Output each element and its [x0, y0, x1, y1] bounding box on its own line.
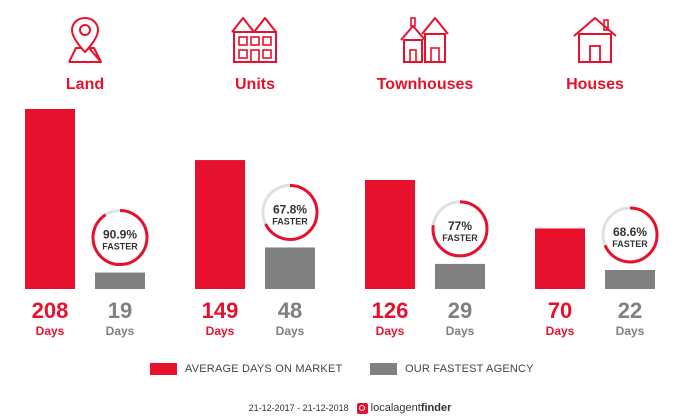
faster-percent-houses: 68.6% — [613, 225, 647, 239]
faster-text-townhouses: FASTER — [442, 233, 478, 243]
unit-label-units-average: Days — [206, 324, 235, 338]
unit-label-townhouses-average: Days — [376, 324, 405, 338]
bar-houses-fastest — [605, 269, 655, 289]
bar-townhouses-average — [365, 179, 415, 289]
value-label-units-average: 149 — [202, 298, 239, 323]
brand-logo: localagentfinder — [356, 402, 452, 414]
faster-ring-arc-land — [91, 209, 149, 267]
brand-name-part1: localagent — [370, 402, 421, 414]
value-label-land-fastest: 19 — [108, 298, 132, 323]
chart-legend: AVERAGE DAYS ON MARKET OUR FASTEST AGENC… — [0, 363, 700, 383]
unit-label-townhouses-fastest: Days — [446, 324, 475, 338]
value-label-land-average: 208 — [32, 298, 69, 323]
legend-label-fastest: OUR FASTEST AGENCY — [405, 363, 534, 375]
faster-percent-land: 90.9% — [103, 228, 137, 242]
brand-name-part2: finder — [420, 402, 452, 414]
bar-land-fastest — [95, 272, 145, 289]
legend-label-average: AVERAGE DAYS ON MARKET — [185, 363, 343, 375]
faster-ring-arc-houses — [601, 206, 659, 264]
brand-badge-icon — [356, 402, 368, 414]
faster-text-land: FASTER — [102, 242, 138, 252]
unit-label-houses-fastest: Days — [616, 324, 645, 338]
house-icon — [573, 17, 617, 63]
category-title-units: Units — [235, 76, 275, 93]
bar-units-fastest — [265, 247, 315, 289]
units-building-icon — [231, 17, 277, 63]
unit-label-land-average: Days — [36, 324, 65, 338]
bar-houses-average — [535, 228, 585, 289]
chart-footer: 21-12-2017 - 21-12-2018 localagentfinder — [0, 400, 700, 416]
legend-item-fastest: OUR FASTEST AGENCY — [370, 363, 534, 375]
bar-units-average — [195, 160, 245, 289]
faster-text-units: FASTER — [272, 216, 308, 226]
value-label-townhouses-average: 126 — [372, 298, 409, 323]
date-range: 21-12-2017 - 21-12-2018 — [248, 403, 349, 413]
legend-swatch-fastest — [370, 363, 397, 375]
legend-item-average: AVERAGE DAYS ON MARKET — [150, 363, 342, 375]
brand-name: localagentfinder — [371, 402, 452, 414]
value-label-townhouses-fastest: 29 — [448, 298, 472, 323]
unit-label-units-fastest: Days — [276, 324, 305, 338]
bar-land-average — [25, 109, 75, 289]
bar-chart-area: 208Days19Days90.9%FASTER149Days48Days67.… — [25, 109, 659, 338]
value-label-houses-average: 70 — [548, 298, 572, 323]
faster-ring-arc-townhouses — [431, 200, 489, 258]
faster-percent-units: 67.8% — [273, 202, 307, 216]
map-pin-icon — [68, 16, 102, 63]
category-title-houses: Houses — [566, 76, 624, 93]
faster-percent-townhouses: 77% — [448, 219, 472, 233]
category-title-townhouses: Townhouses — [376, 76, 474, 93]
unit-label-land-fastest: Days — [106, 324, 135, 338]
faster-text-houses: FASTER — [612, 239, 648, 249]
unit-label-houses-average: Days — [546, 324, 575, 338]
value-label-units-fastest: 48 — [278, 298, 302, 323]
value-label-houses-fastest: 22 — [618, 298, 642, 323]
townhouses-icon — [400, 17, 449, 63]
legend-swatch-average — [150, 363, 177, 375]
faster-ring-arc-units — [261, 183, 319, 241]
bar-townhouses-fastest — [435, 263, 485, 289]
category-title-land: Land — [65, 76, 105, 93]
